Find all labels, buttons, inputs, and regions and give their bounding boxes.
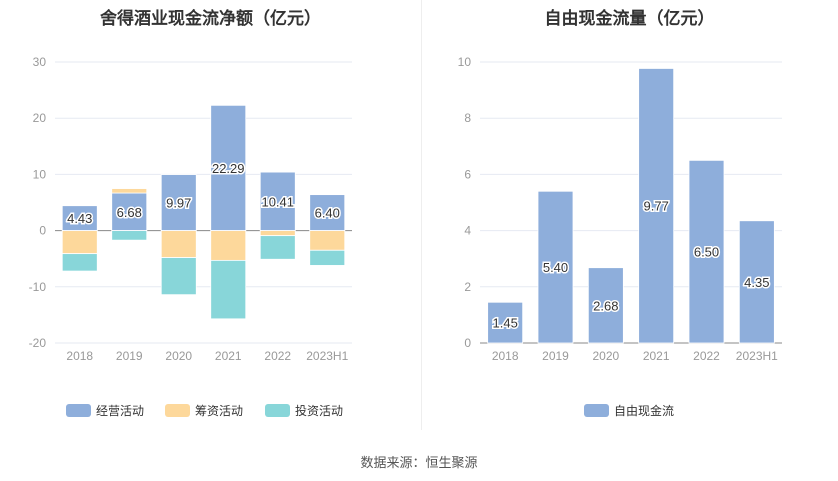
y-tick-label: 8 [464, 111, 471, 125]
y-tick-label: -10 [29, 280, 47, 294]
y-tick-label: 10 [33, 167, 47, 181]
y-tick-label: 30 [33, 55, 47, 69]
data-label: 6.68 [117, 205, 142, 220]
bar-经营活动 [309, 194, 346, 232]
legend-swatch [584, 404, 609, 417]
legend-label: 筹资活动 [195, 404, 243, 418]
x-tick-label: 2022 [693, 349, 720, 363]
legend-swatch [66, 404, 91, 417]
bar-自由现金流 [587, 267, 624, 344]
data-label: 4.35 [744, 275, 769, 290]
right-chart-title: 自由现金流量（亿元） [544, 9, 715, 28]
y-tick-label: 4 [464, 224, 471, 238]
bar-投资活动 [259, 235, 296, 260]
bar-经营活动 [111, 192, 148, 231]
x-tick-label: 2023H1 [306, 349, 348, 363]
bar-自由现金流 [487, 301, 524, 344]
y-tick-label: 20 [33, 111, 47, 125]
bar-筹资活动 [111, 188, 148, 194]
bar-投资活动 [309, 249, 346, 266]
x-tick-label: 2023H1 [736, 349, 778, 363]
bar-筹资活动 [309, 230, 346, 251]
data-label: 10.41 [261, 194, 294, 209]
x-tick-label: 2019 [542, 349, 569, 363]
legend-label: 投资活动 [295, 403, 343, 418]
x-tick-label: 2018 [492, 349, 519, 363]
bar-投资活动 [160, 257, 197, 296]
x-tick-label: 2021 [643, 349, 670, 363]
y-tick-label: -20 [29, 336, 47, 350]
bar-筹资活动 [210, 230, 247, 261]
bar-投资活动 [61, 253, 98, 272]
x-tick-label: 2021 [215, 349, 242, 363]
data-label: 2.68 [593, 298, 618, 313]
y-tick-label: 10 [458, 55, 472, 69]
x-tick-label: 2020 [592, 349, 619, 363]
data-label: 22.29 [212, 161, 245, 176]
x-tick-label: 2019 [116, 349, 143, 363]
legend-swatch [165, 404, 190, 417]
bar-经营活动 [160, 174, 197, 232]
charts-svg: -20-10010203020184.4320196.6820209.97202… [29, 55, 782, 418]
bar-投资活动 [210, 259, 247, 320]
bar-筹资活动 [61, 230, 98, 255]
x-tick-label: 2018 [66, 349, 93, 363]
data-label: 6.40 [315, 206, 340, 221]
bar-经营活动 [259, 171, 296, 231]
data-label: 9.97 [166, 196, 191, 211]
data-label: 5.40 [543, 260, 568, 275]
x-tick-label: 2022 [264, 349, 291, 363]
divider [421, 0, 422, 430]
x-tick-label: 2020 [165, 349, 192, 363]
bar-自由现金流 [537, 190, 574, 344]
bar-自由现金流 [638, 68, 675, 344]
y-tick-label: 0 [39, 224, 46, 238]
bar-自由现金流 [738, 220, 775, 344]
legend-swatch [265, 404, 290, 417]
bar-经营活动 [210, 104, 247, 231]
bar-筹资活动 [160, 230, 197, 258]
bar-筹资活动 [259, 230, 296, 237]
data-label: 4.43 [67, 211, 92, 226]
legend-label: 经营活动 [96, 404, 144, 418]
bar-自由现金流 [688, 159, 725, 344]
data-label: 9.77 [644, 199, 669, 214]
bar-投资活动 [111, 230, 148, 241]
data-label: 6.50 [694, 245, 719, 260]
left-chart-title: 舍得酒业现金流净额（亿元） [100, 9, 321, 28]
y-tick-label: 6 [464, 167, 471, 181]
y-tick-label: 0 [464, 336, 471, 350]
data-label: 1.45 [493, 316, 518, 331]
y-tick-label: 2 [464, 280, 471, 294]
source-note: 数据来源：恒生聚源 [360, 455, 478, 470]
legend-label: 自由现金流 [614, 403, 674, 418]
